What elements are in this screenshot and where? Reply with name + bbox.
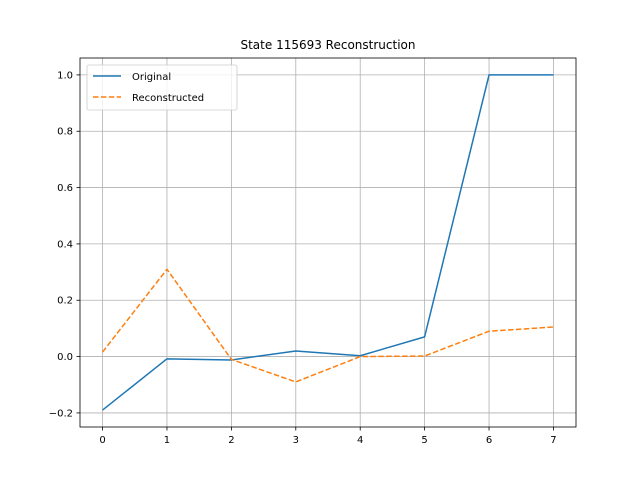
y-tick-label: 0.8 xyxy=(57,127,73,138)
legend-label-reconstructed: Reconstructed xyxy=(132,93,204,104)
x-tick-label: 4 xyxy=(357,435,363,446)
axis-ticks: 0 1 2 3 4 5 6 7 −0.2 0.0 0.2 0.4 0.6 0.8 1.0 xyxy=(49,70,557,446)
x-tick-label: 2 xyxy=(228,435,234,446)
legend: Original Reconstructed xyxy=(86,64,238,111)
y-tick-label: 1.0 xyxy=(57,70,73,81)
series-lines xyxy=(101,74,554,411)
y-tick-label: 0.2 xyxy=(57,296,73,307)
series-line-reconstructed xyxy=(101,268,554,383)
x-tick-label: 5 xyxy=(421,435,427,446)
y-tick-label: 0.6 xyxy=(57,183,73,194)
legend-box xyxy=(86,64,238,111)
x-tick-label: 1 xyxy=(164,435,170,446)
chart-title: State 115693 Reconstruction xyxy=(240,38,415,52)
x-tick-label: 0 xyxy=(99,435,105,446)
plot-frame xyxy=(79,57,577,428)
x-tick-label: 3 xyxy=(293,435,299,446)
y-tick-label: 0.4 xyxy=(57,239,73,250)
series-line-original xyxy=(102,74,554,411)
x-tick-label: 6 xyxy=(486,435,492,446)
legend-label-original: Original xyxy=(132,72,171,83)
grid-lines xyxy=(80,58,576,427)
y-tick-label: 0.0 xyxy=(57,352,73,363)
y-tick-label: −0.2 xyxy=(49,408,73,419)
x-tick-label: 7 xyxy=(550,435,556,446)
